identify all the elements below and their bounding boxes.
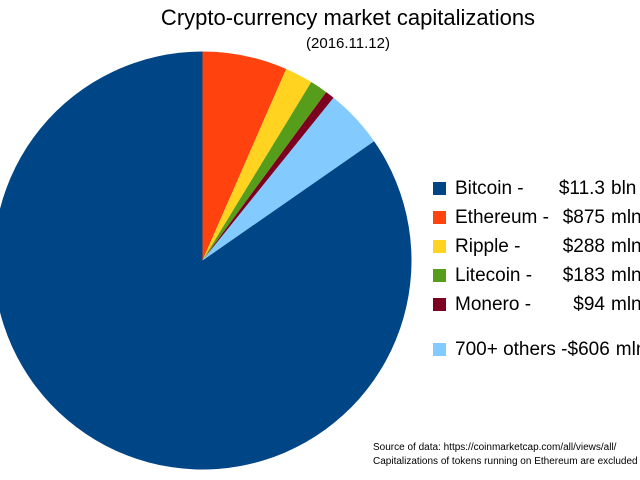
pie-slice-bitcoin bbox=[0, 51, 412, 470]
legend-label: Bitcoin - bbox=[455, 177, 524, 199]
legend-value: $94 bbox=[573, 293, 605, 315]
source-note-line2: Capitalizations of tokens running on Eth… bbox=[373, 456, 638, 467]
legend-swatch-bitcoin bbox=[433, 182, 446, 195]
legend-value: $288 bbox=[562, 235, 605, 257]
pie-slice-monero bbox=[202, 92, 334, 261]
legend-swatch-monero bbox=[433, 298, 446, 311]
legend-item-ripple: Ripple - $288 mln bbox=[433, 232, 640, 261]
legend-swatch-ripple bbox=[433, 240, 446, 253]
chart-subtitle: (2016.11.12) bbox=[306, 35, 390, 52]
legend-item-700-others: 700+ others - $606 mln bbox=[433, 335, 640, 364]
legend-label: Monero - bbox=[455, 293, 532, 315]
legend-unit: bln bbox=[611, 177, 637, 199]
legend-swatch-700-others bbox=[433, 343, 446, 356]
legend-unit: mln bbox=[615, 338, 640, 360]
legend: Bitcoin - $11.3 bln Ethereum - $875 mln … bbox=[433, 174, 640, 364]
legend-label: Litecoin - bbox=[455, 264, 533, 286]
legend-label: 700+ others - bbox=[455, 338, 568, 360]
legend-label: Ethereum - bbox=[455, 206, 549, 228]
legend-unit: mln bbox=[611, 206, 640, 228]
legend-gap bbox=[433, 319, 640, 335]
legend-label: Ripple - bbox=[455, 235, 521, 257]
legend-item-monero: Monero - $94 mln bbox=[433, 290, 640, 319]
legend-item-litecoin: Litecoin - $183 mln bbox=[433, 261, 640, 290]
legend-value: $11.3 bbox=[558, 177, 605, 199]
chart-title: Crypto-currency market capitalizations bbox=[160, 5, 536, 30]
pie-slice-ripple bbox=[202, 68, 312, 261]
source-note: Source of data: https://coinmarketcap.co… bbox=[373, 441, 638, 469]
legend-swatch-ethereum bbox=[433, 211, 446, 224]
legend-value: $183 bbox=[562, 264, 605, 286]
legend-unit: mln bbox=[611, 293, 640, 315]
source-note-line1: Source of data: https://coinmarketcap.co… bbox=[373, 442, 617, 453]
pie-slice-700-others bbox=[202, 97, 375, 261]
legend-value: $875 bbox=[562, 206, 605, 228]
legend-unit: mln bbox=[611, 264, 640, 286]
legend-unit: mln bbox=[611, 235, 640, 257]
legend-value: $606 bbox=[567, 338, 610, 360]
legend-swatch-litecoin bbox=[433, 269, 446, 282]
pie-slice-litecoin bbox=[202, 82, 327, 261]
legend-item-bitcoin: Bitcoin - $11.3 bln bbox=[433, 174, 640, 203]
pie-slice-ethereum bbox=[202, 51, 287, 261]
legend-item-ethereum: Ethereum - $875 mln bbox=[433, 203, 640, 232]
